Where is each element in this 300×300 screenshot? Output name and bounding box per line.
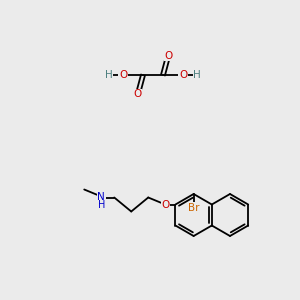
Text: H: H (193, 70, 201, 80)
Text: O: O (119, 70, 127, 80)
Text: H: H (98, 200, 105, 211)
Text: Br: Br (188, 203, 200, 213)
Text: O: O (161, 200, 170, 209)
Text: O: O (164, 51, 172, 61)
Text: O: O (179, 70, 187, 80)
Text: H: H (105, 70, 113, 80)
Text: N: N (98, 191, 105, 202)
Text: O: O (134, 89, 142, 99)
